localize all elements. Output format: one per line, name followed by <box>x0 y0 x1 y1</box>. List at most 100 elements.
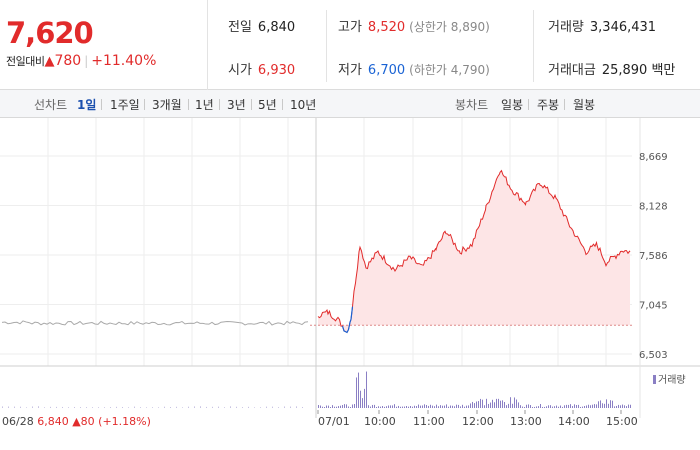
volume-bar <box>508 403 509 408</box>
volume-bar <box>182 407 183 408</box>
volume-bar <box>460 406 461 408</box>
up-arrow-icon: ▲ <box>44 54 55 69</box>
y-tick-label: 6,503 <box>639 350 668 361</box>
volume-bar <box>476 401 477 408</box>
period-1w[interactable]: 1주일 <box>110 98 140 112</box>
volume-bar <box>432 405 433 408</box>
volume-bar <box>552 406 553 408</box>
toolbar-separator <box>188 99 189 110</box>
prev-day-line <box>1 320 309 326</box>
volume-bar <box>378 406 379 408</box>
volume-bar <box>334 406 335 408</box>
volume-bar <box>558 406 559 408</box>
period-10y[interactable]: 10년 <box>290 98 317 112</box>
volume-bar <box>128 407 129 408</box>
volume-bar <box>578 404 579 408</box>
volume-bar <box>526 404 527 408</box>
quote-divider <box>326 10 327 82</box>
toolbar-separator <box>251 99 252 110</box>
period-5y[interactable]: 5년 <box>258 98 277 112</box>
volume-bar <box>464 406 465 408</box>
y-tick-label: 7,045 <box>639 301 668 312</box>
volume-bar <box>608 403 609 408</box>
volume-bar <box>462 404 463 408</box>
volume-bar <box>224 407 225 408</box>
volume-bar <box>366 371 367 408</box>
volume-bar <box>484 405 485 408</box>
volume-bar <box>302 406 303 408</box>
volume-bar <box>242 407 243 408</box>
toolbar-separator <box>219 99 220 110</box>
candle-chart-label: 봉차트 <box>455 98 489 112</box>
toolbar-separator <box>101 99 102 110</box>
line-chart-label: 선차트 <box>34 98 68 112</box>
x-tick-label: 15:00 <box>606 415 638 428</box>
volume-bar <box>324 406 325 408</box>
volume-bar <box>564 405 565 408</box>
volume-bar <box>318 405 319 408</box>
volume-bar <box>368 405 369 408</box>
volume-bar <box>446 404 447 408</box>
period-1y[interactable]: 1년 <box>195 98 214 112</box>
volume-bar <box>604 403 605 408</box>
volume-bar <box>550 405 551 408</box>
period-3y[interactable]: 3년 <box>227 98 246 112</box>
open-value: 6,930 <box>257 63 296 78</box>
volume-bar <box>612 400 613 408</box>
volume-bar <box>436 404 437 408</box>
price-chart-svg: 8,669 8,128 7,586 7,045 6,503 거래량 07/01 10:00 11… <box>0 118 700 428</box>
volume-bar <box>576 405 577 408</box>
volume-bar <box>468 405 469 408</box>
volume-bar <box>502 400 503 408</box>
volume-bar <box>296 406 297 408</box>
low-cell: 저가 6,700 (하한가 4,790) <box>338 59 490 78</box>
candle-monthly[interactable]: 월봉 <box>573 98 596 112</box>
volume-bar <box>444 405 445 408</box>
period-1d[interactable]: 1일 <box>77 98 97 112</box>
volume-bar <box>176 406 177 408</box>
volume-bar <box>134 406 135 408</box>
volume-bar <box>440 405 441 408</box>
volume-bar <box>536 406 537 408</box>
volume-bar <box>628 404 629 408</box>
volume-value: 3,346,431 <box>589 20 657 35</box>
volume-bar <box>74 406 75 408</box>
volume-bar <box>458 404 459 408</box>
volume-bar <box>598 401 599 408</box>
volume-bar <box>586 405 587 408</box>
volume-bar <box>618 404 619 408</box>
volume-bar <box>218 406 219 408</box>
price-area <box>318 170 630 333</box>
x-tick-label: 12:00 <box>462 415 494 428</box>
volume-bar <box>230 406 231 408</box>
candle-weekly[interactable]: 주봉 <box>537 98 560 112</box>
volume-bar <box>512 403 513 408</box>
volume-bar <box>388 405 389 408</box>
volume-bar <box>284 406 285 408</box>
volume-bar <box>448 406 449 408</box>
volume-cell: 거래량 3,346,431 <box>548 16 656 35</box>
volume-bar <box>626 406 627 408</box>
x-tick-label: 13:00 <box>510 415 542 428</box>
period-3m[interactable]: 3개월 <box>152 98 182 112</box>
volume-bar <box>546 406 547 408</box>
upper-limit: (상한가 8,890) <box>409 20 490 34</box>
volume-label: 거래량 <box>548 20 584 35</box>
volume-bar <box>380 406 381 408</box>
volume-bar <box>386 406 387 408</box>
volume-bar <box>482 399 483 408</box>
volume-bar <box>506 405 507 408</box>
volume-bar <box>402 406 403 408</box>
volume-bar <box>338 406 339 408</box>
volume-bar <box>620 405 621 408</box>
y-tick-label: 7,586 <box>639 251 668 262</box>
volume-bar <box>44 407 45 408</box>
volume-bar <box>104 407 105 408</box>
price-box: 7,620 전일대비▲780 | +11.40% <box>0 0 208 90</box>
candle-daily[interactable]: 일봉 <box>501 98 524 112</box>
volume-bar <box>200 406 201 408</box>
volume-bar <box>358 372 359 408</box>
volume-bar <box>140 407 141 408</box>
volume-bar <box>630 404 631 408</box>
prev-day-summary-part: 6,840 <box>37 415 72 428</box>
